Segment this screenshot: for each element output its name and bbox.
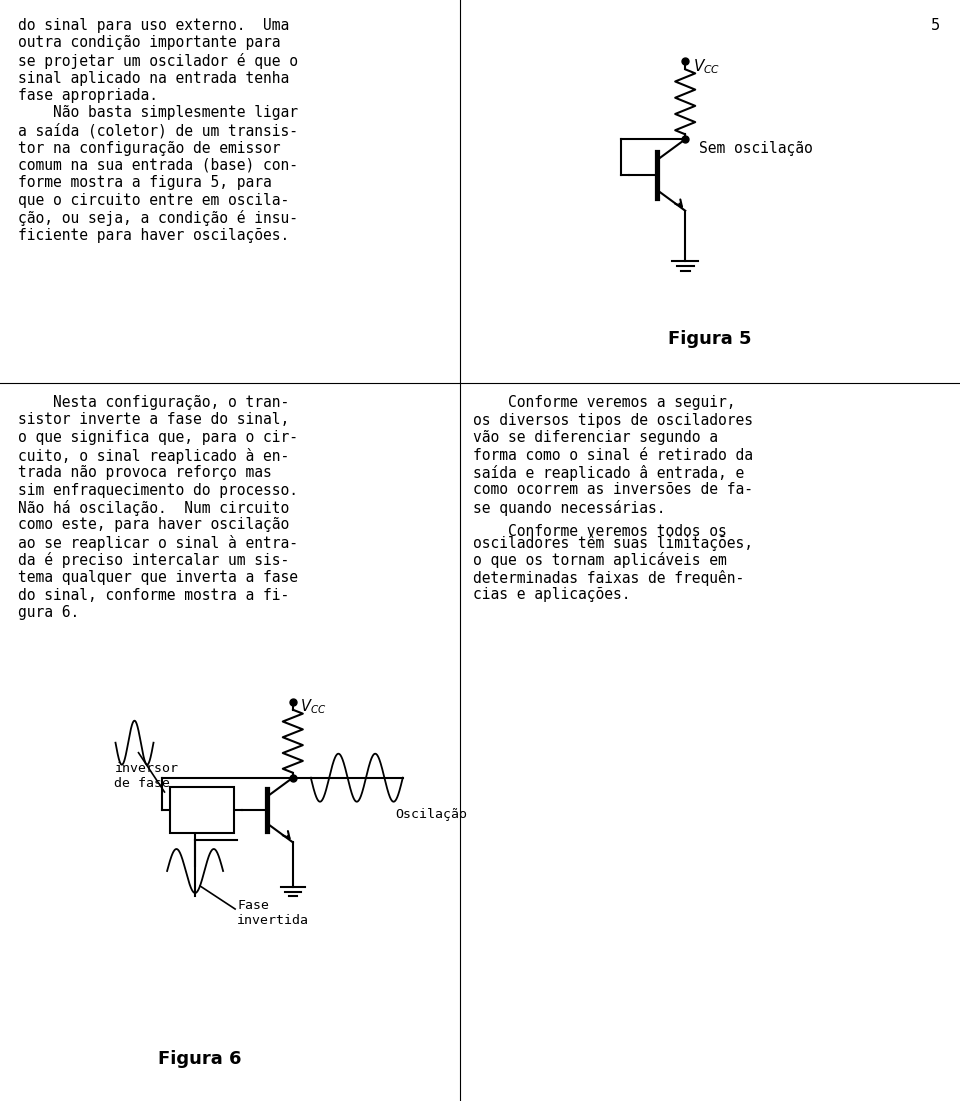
Text: gura 6.: gura 6. bbox=[18, 606, 80, 620]
Text: Nesta configuração, o tran-: Nesta configuração, o tran- bbox=[18, 395, 289, 410]
Text: forma como o sinal é retirado da: forma como o sinal é retirado da bbox=[473, 447, 753, 462]
Text: Não basta simplesmente ligar: Não basta simplesmente ligar bbox=[18, 106, 298, 120]
Text: do sinal, conforme mostra a fi-: do sinal, conforme mostra a fi- bbox=[18, 588, 289, 602]
Text: Figura 6: Figura 6 bbox=[158, 1050, 242, 1068]
Text: inversor: inversor bbox=[114, 762, 179, 775]
Text: ficiente para haver oscilações.: ficiente para haver oscilações. bbox=[18, 228, 289, 243]
Text: Fase: Fase bbox=[237, 900, 269, 912]
Text: tema qualquer que inverta a fase: tema qualquer que inverta a fase bbox=[18, 570, 298, 585]
Text: a saída (coletor) de um transis-: a saída (coletor) de um transis- bbox=[18, 123, 298, 139]
Text: Conforme veremos todos os: Conforme veremos todos os bbox=[473, 523, 727, 538]
Text: determinadas faixas de frequên-: determinadas faixas de frequên- bbox=[473, 570, 744, 586]
Text: da é preciso intercalar um sis-: da é preciso intercalar um sis- bbox=[18, 553, 289, 568]
Text: forme mostra a figura 5, para: forme mostra a figura 5, para bbox=[18, 175, 272, 190]
Text: Oscilação: Oscilação bbox=[395, 808, 467, 820]
Text: tor na configuração de emissor: tor na configuração de emissor bbox=[18, 141, 280, 155]
Text: cuito, o sinal reaplicado à en-: cuito, o sinal reaplicado à en- bbox=[18, 447, 289, 464]
Text: se quando necessárias.: se quando necessárias. bbox=[473, 500, 665, 516]
Text: se projetar um oscilador é que o: se projetar um oscilador é que o bbox=[18, 53, 298, 69]
Text: do sinal para uso externo.  Uma: do sinal para uso externo. Uma bbox=[18, 18, 289, 33]
Text: ção, ou seja, a condição é insu-: ção, ou seja, a condição é insu- bbox=[18, 210, 298, 227]
Text: Sem oscilação: Sem oscilação bbox=[699, 141, 813, 156]
Text: comum na sua entrada (base) con-: comum na sua entrada (base) con- bbox=[18, 159, 298, 173]
Text: o que os tornam aplicáveis em: o que os tornam aplicáveis em bbox=[473, 553, 727, 568]
Text: outra condição importante para: outra condição importante para bbox=[18, 35, 280, 51]
Text: $V_{CC}$: $V_{CC}$ bbox=[693, 57, 720, 76]
Bar bbox=[170, 787, 233, 833]
Text: sim enfraquecimento do processo.: sim enfraquecimento do processo. bbox=[18, 482, 298, 498]
Text: de fase: de fase bbox=[114, 777, 171, 791]
Text: Não há oscilação.  Num circuito: Não há oscilação. Num circuito bbox=[18, 500, 289, 516]
Text: Conforme veremos a seguir,: Conforme veremos a seguir, bbox=[473, 395, 735, 410]
Text: os diversos tipos de osciladores: os diversos tipos de osciladores bbox=[473, 413, 753, 427]
Text: como ocorrem as inversões de fa-: como ocorrem as inversões de fa- bbox=[473, 482, 753, 498]
Text: ao se reaplicar o sinal à entra-: ao se reaplicar o sinal à entra- bbox=[18, 535, 298, 550]
Text: Figura 5: Figura 5 bbox=[668, 330, 752, 348]
Text: $V_{CC}$: $V_{CC}$ bbox=[300, 698, 326, 717]
Text: que o circuito entre em oscila-: que o circuito entre em oscila- bbox=[18, 193, 289, 208]
Text: saída e reaplicado â entrada, e: saída e reaplicado â entrada, e bbox=[473, 465, 744, 481]
Text: trada não provoca reforço mas: trada não provoca reforço mas bbox=[18, 465, 272, 480]
Text: vão se diferenciar segundo a: vão se diferenciar segundo a bbox=[473, 430, 718, 445]
Text: sistor inverte a fase do sinal,: sistor inverte a fase do sinal, bbox=[18, 413, 289, 427]
Text: invertida: invertida bbox=[237, 914, 309, 927]
Text: fase apropriada.: fase apropriada. bbox=[18, 88, 158, 103]
Text: osciladores têm suas limitações,: osciladores têm suas limitações, bbox=[473, 535, 753, 550]
Text: cias e aplicações.: cias e aplicações. bbox=[473, 588, 631, 602]
Text: o que significa que, para o cir-: o que significa que, para o cir- bbox=[18, 430, 298, 445]
Text: 5: 5 bbox=[931, 18, 940, 33]
Text: como este, para haver oscilação: como este, para haver oscilação bbox=[18, 517, 289, 533]
Text: sinal aplicado na entrada tenha: sinal aplicado na entrada tenha bbox=[18, 70, 289, 86]
